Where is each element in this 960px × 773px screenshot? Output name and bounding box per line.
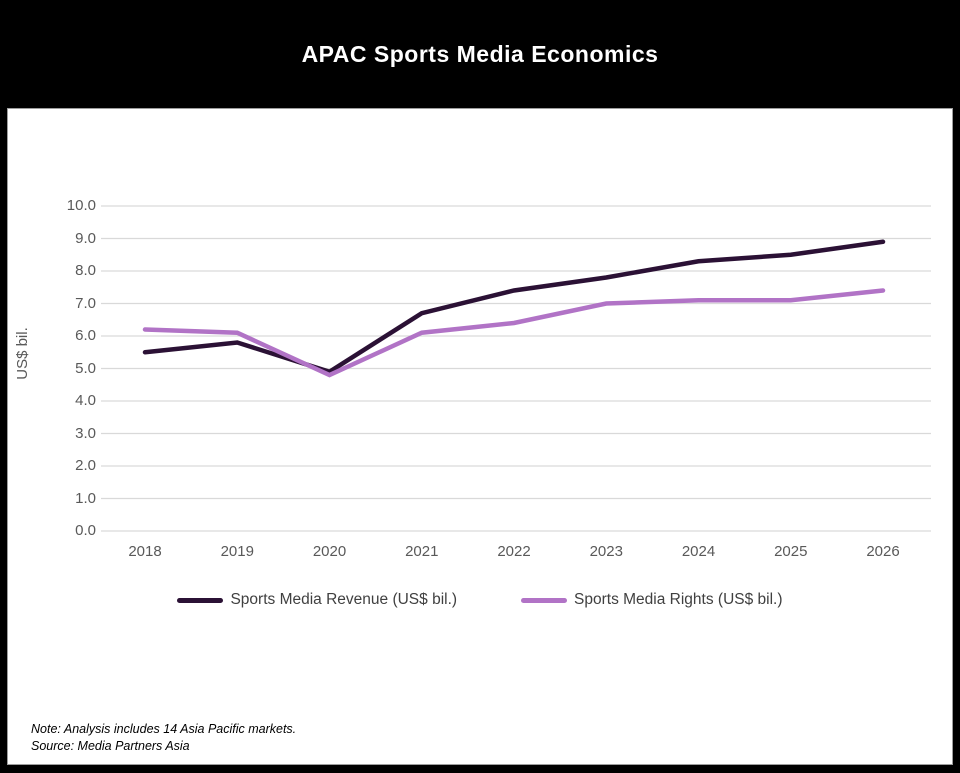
x-tick-label: 2020: [312, 543, 347, 560]
y-tick-label: 4.0: [75, 392, 96, 409]
chart-panel: 10.0 9.0 8.0 7.0 6.0 5.0 4.0 3.0 2.0 1.0 0.0 US$ b…: [7, 108, 953, 765]
y-tick-label: 6.0: [75, 327, 96, 344]
x-axis-ticks: 2018 2019 2020 2021 2022 2023 2024 2025 2026: [8, 543, 952, 565]
y-axis-ticks: 10.0 9.0 8.0 7.0 6.0 5.0 4.0 3.0 2.0 1.0 0.0: [8, 109, 96, 569]
x-tick-label: 2024: [681, 543, 716, 560]
legend-label-revenue: Sports Media Revenue (US$ bil.): [230, 591, 458, 608]
legend-item-rights: Sports Media Rights (US$ bil.): [521, 591, 783, 609]
x-tick-label: 2019: [220, 543, 254, 560]
rights-line-swatch: [521, 597, 568, 603]
source-text: Source: Media Partners Asia: [31, 739, 190, 753]
y-axis-title-label: US$ bil.: [13, 326, 31, 380]
y-tick-label: 5.0: [75, 359, 96, 377]
y-tick-label: 3.0: [75, 424, 96, 442]
x-tick-label: 2018: [128, 543, 162, 560]
plot-area: [101, 205, 931, 532]
revenue-line-swatch: [177, 597, 224, 603]
x-tick-label: 2026: [866, 543, 900, 560]
x-tick-label: 2021: [405, 543, 439, 560]
x-tick-label: 2025: [774, 543, 808, 560]
y-tick-label: 7.0: [75, 294, 96, 312]
rights-line: [142, 288, 886, 378]
y-tick-label: 1.0: [75, 489, 96, 507]
y-tick-label: 10.0: [66, 197, 96, 214]
chart-title: APAC Sports Media Economics: [301, 40, 659, 67]
revenue-line: [142, 239, 886, 375]
x-tick-label: 2022: [497, 543, 531, 560]
x-tick-label: 2023: [589, 543, 623, 560]
legend: Sports Media Revenue (US$ bil.) Sports M…: [8, 591, 952, 609]
y-tick-label: 8.0: [75, 262, 96, 279]
legend-label-rights: Sports Media Rights (US$ bil.): [574, 591, 783, 608]
note-text: Note: Analysis includes 14 Asia Pacific …: [31, 722, 297, 736]
y-tick-label: 9.0: [75, 229, 96, 247]
legend-item-revenue: Sports Media Revenue (US$ bil.): [177, 591, 457, 609]
y-tick-label: 2.0: [75, 457, 96, 474]
y-tick-label: 0.0: [75, 522, 96, 539]
title-bar: APAC Sports Media Economics: [0, 0, 960, 108]
footer-notes: Note: Analysis includes 14 Asia Pacific …: [31, 721, 296, 755]
